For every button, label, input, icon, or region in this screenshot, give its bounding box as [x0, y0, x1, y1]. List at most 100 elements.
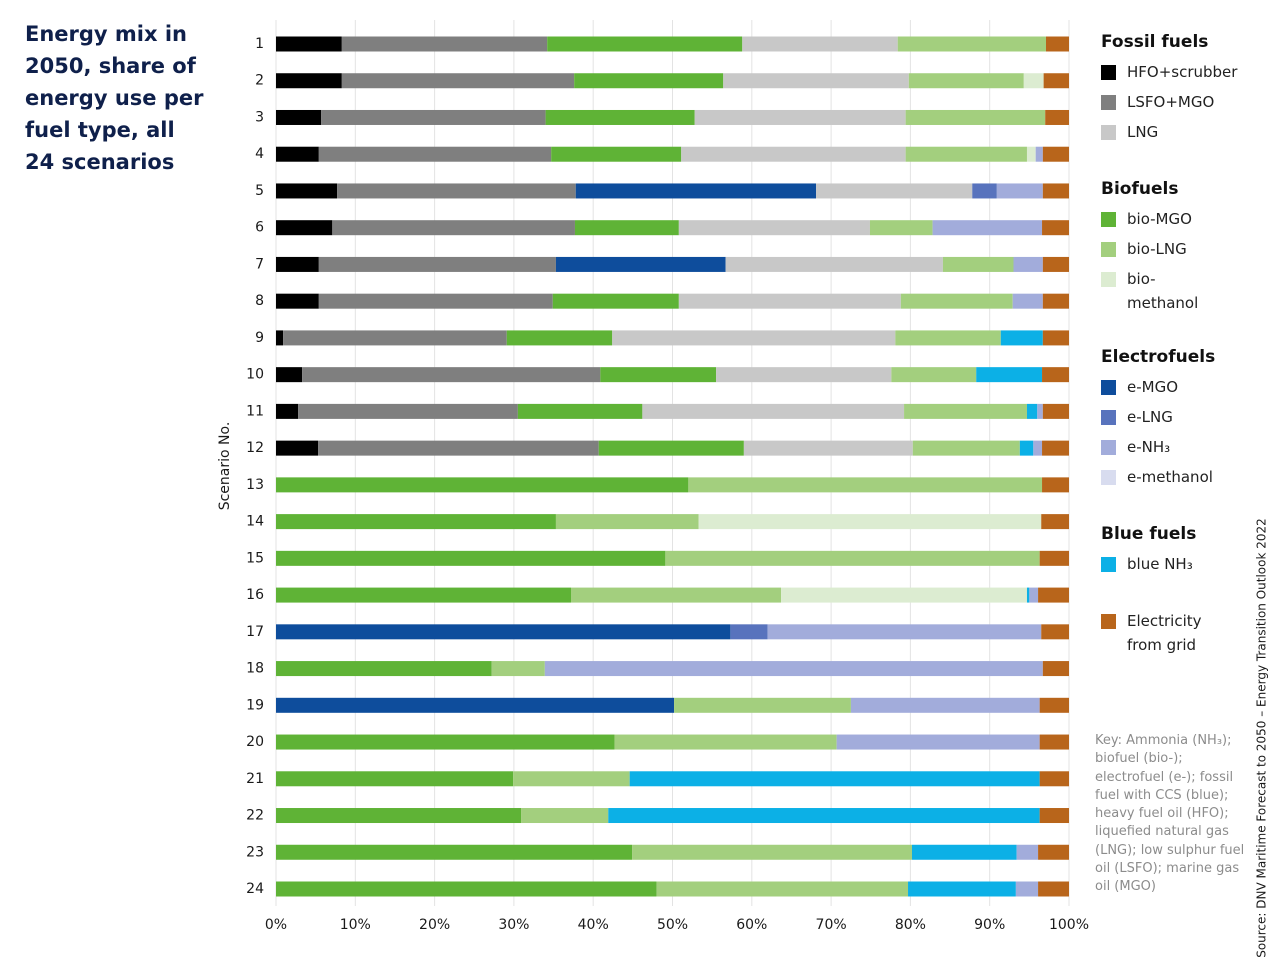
bar-segment	[905, 109, 1046, 125]
legend-label: e-LNG	[1127, 408, 1173, 426]
bar-segment	[276, 550, 666, 566]
bar-segment	[276, 73, 342, 89]
bar-segment	[521, 808, 609, 824]
bar-segment	[996, 183, 1043, 199]
bar-segment	[1042, 146, 1069, 162]
bar-segment	[905, 146, 1027, 162]
legend-item: Electricity from grid	[1101, 606, 1221, 657]
bar-segment	[1041, 514, 1069, 530]
bar-segment	[1041, 624, 1069, 640]
bar-segment	[341, 36, 548, 52]
bar-segment	[897, 36, 1047, 52]
bar-segment	[976, 367, 1043, 383]
bar-segment	[1042, 367, 1069, 383]
legend-label: Electricity from grid	[1127, 612, 1202, 654]
legend-label: LSFO+MGO	[1127, 93, 1215, 111]
legend-swatch	[1101, 125, 1116, 140]
bar-segment	[642, 403, 905, 419]
legend-group: Blue fuels blue NH₃	[1101, 519, 1261, 579]
bar-segment	[517, 403, 643, 419]
bar-segment	[276, 844, 633, 860]
bar-segment	[276, 146, 319, 162]
legend-item: LSFO+MGO	[1101, 87, 1221, 117]
bar-segment	[723, 73, 909, 89]
bar-segment	[1042, 293, 1069, 309]
bar-segment	[298, 403, 518, 419]
bar-segment	[1026, 146, 1036, 162]
bar-segment	[1042, 661, 1069, 677]
bar-segment	[1042, 330, 1069, 346]
bar-segment	[276, 220, 333, 236]
legend-swatch	[1101, 212, 1116, 227]
bar-segment	[1037, 403, 1043, 419]
bar-segment	[545, 109, 695, 125]
bar-segment	[678, 293, 901, 309]
bar-segment	[1038, 587, 1069, 603]
bar-segment	[742, 36, 898, 52]
bar-segment	[598, 440, 744, 456]
legend-label: LNG	[1127, 123, 1159, 141]
bar-segment	[891, 367, 977, 383]
bar-segment	[608, 808, 1040, 824]
bar-segment	[1026, 403, 1038, 419]
legend-item: e-NH₃	[1101, 432, 1221, 462]
bar-segment	[1043, 73, 1069, 89]
bar-segment	[1039, 697, 1069, 713]
y-tick-label: 12	[246, 440, 264, 456]
bar-segment	[908, 73, 1024, 89]
bar-segment	[1042, 440, 1069, 456]
legend-swatch	[1101, 242, 1116, 257]
bar-segment	[1035, 146, 1043, 162]
legend-swatch	[1101, 557, 1116, 572]
bar-segment	[283, 330, 507, 346]
y-tick-label: 2	[255, 73, 264, 89]
y-tick-label: 24	[246, 881, 264, 897]
x-tick-label: 80%	[895, 917, 926, 933]
bar-segment	[869, 220, 933, 236]
legend-label: bio-MGO	[1127, 210, 1192, 228]
bar-segment	[1042, 220, 1069, 236]
y-tick-label: 7	[255, 256, 264, 272]
legend-item: e-methanol	[1101, 462, 1221, 492]
bar-segment	[816, 183, 973, 199]
bar-segment	[632, 844, 912, 860]
bar-segment	[629, 771, 1040, 787]
bar-segment	[570, 587, 782, 603]
y-tick-label: 22	[246, 808, 264, 824]
legend-item: e-MGO	[1101, 372, 1221, 402]
bar-segment	[276, 256, 319, 272]
legend-group-title: Electrofuels	[1101, 347, 1216, 367]
legend-swatch	[1101, 410, 1116, 425]
x-tick-label: 10%	[340, 917, 371, 933]
bar-segment	[318, 146, 552, 162]
labels: 0% 10% 20% 30% 40% 50% 60% 70% 80% 90% 100%1234567…	[246, 36, 1089, 933]
bar-segment	[491, 661, 545, 677]
bar-segment	[904, 403, 1027, 419]
bar-segment	[276, 587, 571, 603]
bar-segment	[513, 771, 630, 787]
y-tick-label: 8	[255, 293, 264, 309]
bar-segment	[1023, 73, 1044, 89]
x-tick-label: 40%	[578, 917, 609, 933]
bar-segment	[574, 220, 679, 236]
bar-segment	[544, 661, 1043, 677]
bar-segment	[895, 330, 1001, 346]
legend-group-title: Blue fuels	[1101, 524, 1197, 544]
legend-label: e-methanol	[1127, 468, 1213, 486]
bar-segment	[1042, 256, 1069, 272]
bar-segment	[614, 734, 837, 750]
legend-label: e-MGO	[1127, 378, 1179, 396]
bar-segment	[1019, 440, 1034, 456]
bar-segment	[911, 844, 1017, 860]
y-tick-label: 23	[246, 844, 264, 860]
legend-swatch	[1101, 470, 1116, 485]
bar-segment	[612, 330, 896, 346]
bar-segment	[1033, 440, 1043, 456]
bar-segment	[1012, 293, 1043, 309]
bar-segment	[716, 367, 892, 383]
legend-item: bio-methanol	[1101, 264, 1221, 315]
bar-segment	[1013, 256, 1043, 272]
bar-segment	[276, 771, 514, 787]
legend-label: HFO+scrubber	[1127, 63, 1238, 81]
